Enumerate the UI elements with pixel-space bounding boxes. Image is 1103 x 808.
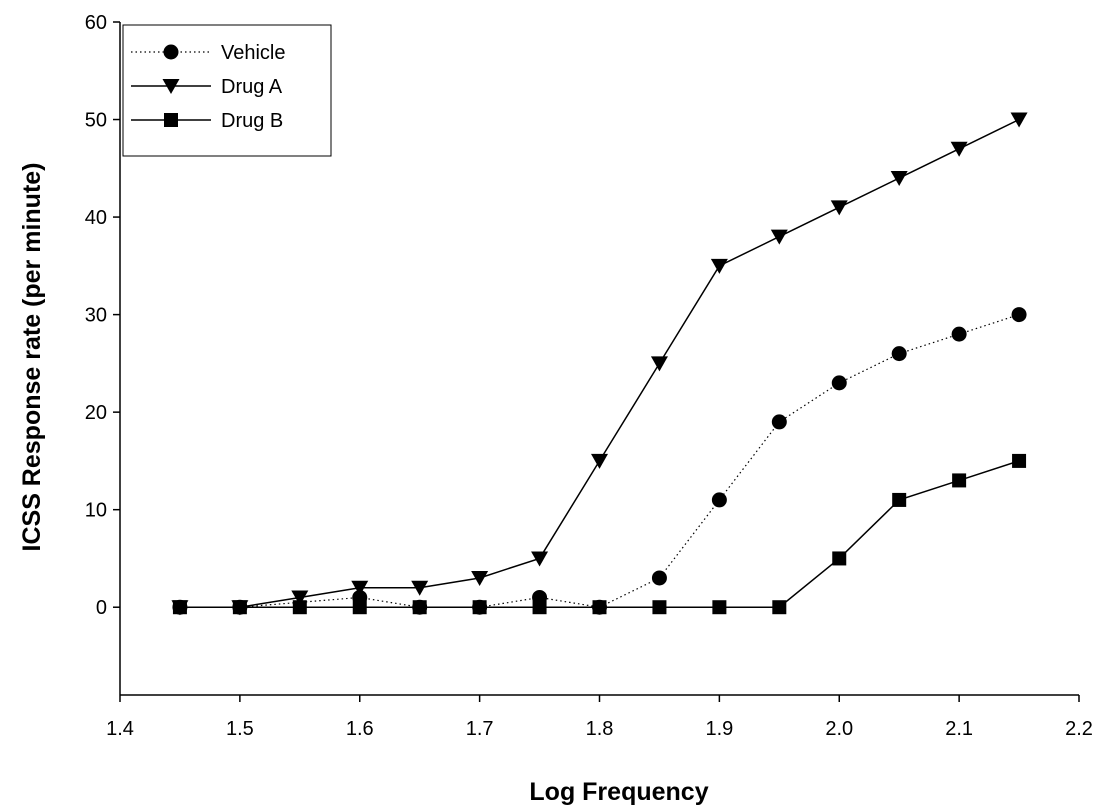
data-point-vehicle [831, 375, 847, 391]
data-point-drug-a [471, 570, 489, 586]
data-point-drug-a [650, 356, 668, 372]
series-vehicle [172, 307, 1027, 615]
legend-box [122, 24, 332, 157]
x-tick-label: 1.9 [705, 718, 733, 740]
data-point-vehicle [172, 599, 188, 615]
legend-label-vehicle: Vehicle [221, 42, 286, 64]
data-point-drug-b [952, 473, 967, 488]
legend-marker-drug-a [162, 79, 180, 94]
data-point-drug-a [411, 580, 429, 596]
data-point-drug-b [1012, 453, 1027, 468]
y-tick-label: 10 [85, 500, 107, 522]
data-point-drug-a [830, 200, 848, 216]
x-tick-label: 1.6 [346, 718, 374, 740]
data-point-drug-b [772, 600, 787, 615]
y-tick-label: 50 [85, 110, 107, 132]
data-point-vehicle [651, 570, 667, 586]
x-tick-label: 2.0 [825, 718, 853, 740]
data-point-drug-a [1010, 112, 1028, 128]
legend-label-drug-b: Drug B [221, 110, 283, 132]
series-drug-a [171, 112, 1028, 616]
data-point-vehicle [711, 492, 727, 508]
data-point-vehicle [1011, 307, 1027, 323]
data-point-drug-b [712, 600, 727, 615]
y-tick-label: 0 [96, 597, 107, 619]
data-point-vehicle [891, 346, 907, 362]
data-point-vehicle [951, 326, 967, 342]
data-point-vehicle [771, 414, 787, 430]
y-tick-label: 40 [85, 207, 107, 229]
data-point-vehicle [532, 589, 548, 605]
x-tick-label: 1.5 [226, 718, 254, 740]
x-tick-label: 2.2 [1065, 718, 1093, 740]
data-point-drug-a [890, 171, 908, 187]
x-axis-title: Log Frequency [529, 778, 708, 806]
y-tick-label: 60 [85, 12, 107, 34]
data-point-vehicle [352, 589, 368, 605]
x-tick-label: 1.7 [466, 718, 494, 740]
legend-marker-drug-b [164, 113, 178, 127]
series-layer [171, 112, 1028, 616]
x-tick-label: 1.4 [106, 718, 134, 740]
y-axis-title: ICSS Response rate (per minute) [18, 163, 46, 552]
data-point-drug-a [770, 229, 788, 245]
series-line-drug-b [179, 460, 1020, 608]
data-point-vehicle [592, 599, 607, 615]
y-tick-label: 20 [85, 402, 107, 424]
data-point-drug-a [950, 141, 968, 157]
legend: Vehicle Drug A Drug B [122, 24, 332, 157]
axes: 1.4 1.5 1.6 1.7 1.8 1.9 2.0 2.1 2.2 0 10 20 30 40 50 60 [85, 12, 1093, 740]
legend-label-drug-a: Drug A [221, 76, 283, 98]
y-tick-label: 30 [85, 305, 107, 327]
series-line-vehicle [179, 314, 1020, 608]
data-point-drug-a [291, 590, 309, 606]
data-point-drug-b [292, 600, 307, 615]
data-point-drug-a [531, 551, 549, 567]
x-tick-label: 2.1 [945, 718, 973, 740]
x-tick-label: 1.8 [586, 718, 614, 740]
data-point-vehicle [472, 599, 488, 615]
data-point-drug-b [892, 492, 907, 507]
data-point-drug-a [710, 258, 728, 274]
data-point-drug-b [652, 600, 667, 615]
data-point-vehicle [412, 599, 428, 615]
series-line-drug-a [179, 118, 1020, 608]
legend-marker-vehicle [163, 44, 179, 60]
data-point-drug-a [351, 580, 369, 596]
data-point-drug-a [591, 453, 608, 469]
data-point-drug-b [832, 551, 847, 566]
data-point-vehicle [232, 599, 248, 615]
series-drug-b [172, 453, 1027, 615]
